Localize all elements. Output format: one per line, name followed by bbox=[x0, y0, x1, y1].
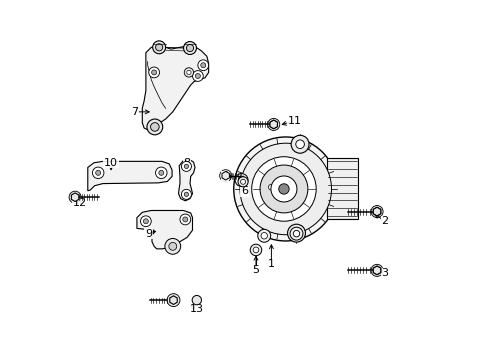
Circle shape bbox=[235, 174, 247, 186]
Circle shape bbox=[168, 242, 176, 250]
Circle shape bbox=[140, 216, 151, 226]
Polygon shape bbox=[142, 45, 208, 130]
Circle shape bbox=[183, 217, 187, 222]
Circle shape bbox=[192, 71, 203, 81]
Polygon shape bbox=[372, 207, 380, 216]
Text: 13: 13 bbox=[190, 304, 204, 314]
Circle shape bbox=[201, 63, 205, 68]
Circle shape bbox=[240, 143, 331, 235]
Circle shape bbox=[152, 41, 165, 54]
Circle shape bbox=[186, 44, 193, 51]
Circle shape bbox=[267, 118, 279, 130]
Circle shape bbox=[148, 67, 159, 78]
Text: 2: 2 bbox=[381, 216, 388, 226]
Text: 11: 11 bbox=[287, 116, 301, 126]
Circle shape bbox=[250, 244, 261, 256]
Text: 5: 5 bbox=[252, 265, 259, 275]
Circle shape bbox=[147, 119, 163, 135]
Circle shape bbox=[155, 44, 163, 51]
Circle shape bbox=[257, 229, 270, 242]
Circle shape bbox=[192, 296, 201, 305]
Circle shape bbox=[287, 224, 305, 242]
Circle shape bbox=[181, 189, 191, 199]
Circle shape bbox=[261, 233, 267, 239]
Circle shape bbox=[268, 184, 274, 190]
Circle shape bbox=[278, 184, 288, 194]
Polygon shape bbox=[71, 193, 79, 202]
Circle shape bbox=[292, 229, 300, 238]
Circle shape bbox=[198, 60, 208, 71]
Polygon shape bbox=[269, 120, 277, 129]
Polygon shape bbox=[137, 211, 192, 249]
Text: 8: 8 bbox=[183, 158, 190, 168]
Circle shape bbox=[164, 238, 180, 254]
Circle shape bbox=[184, 192, 188, 197]
Circle shape bbox=[159, 170, 163, 175]
Circle shape bbox=[219, 170, 231, 182]
Circle shape bbox=[270, 176, 296, 202]
Circle shape bbox=[150, 123, 159, 131]
Circle shape bbox=[195, 73, 200, 78]
Circle shape bbox=[240, 179, 245, 184]
Circle shape bbox=[180, 214, 190, 225]
Circle shape bbox=[151, 70, 156, 75]
Circle shape bbox=[184, 68, 193, 77]
Polygon shape bbox=[372, 207, 380, 216]
Polygon shape bbox=[269, 120, 277, 129]
Circle shape bbox=[251, 157, 316, 221]
Polygon shape bbox=[178, 159, 195, 201]
Text: 7: 7 bbox=[131, 107, 139, 117]
Circle shape bbox=[289, 227, 303, 240]
Circle shape bbox=[183, 41, 196, 54]
Polygon shape bbox=[372, 266, 380, 275]
Text: 9: 9 bbox=[144, 229, 152, 239]
Text: 3: 3 bbox=[381, 268, 388, 278]
Text: 4: 4 bbox=[221, 171, 228, 181]
Bar bbox=[326, 158, 357, 220]
Text: 12: 12 bbox=[72, 198, 86, 208]
Polygon shape bbox=[88, 161, 172, 191]
Polygon shape bbox=[372, 266, 380, 275]
Circle shape bbox=[186, 70, 191, 75]
Circle shape bbox=[181, 161, 191, 171]
Text: 10: 10 bbox=[104, 158, 118, 168]
Circle shape bbox=[167, 294, 180, 307]
Circle shape bbox=[96, 170, 101, 175]
Polygon shape bbox=[222, 171, 229, 180]
Circle shape bbox=[253, 247, 258, 253]
Circle shape bbox=[155, 167, 167, 179]
Circle shape bbox=[238, 177, 244, 183]
Circle shape bbox=[69, 191, 81, 203]
Circle shape bbox=[233, 137, 337, 241]
Circle shape bbox=[260, 165, 307, 213]
Circle shape bbox=[370, 206, 382, 217]
Circle shape bbox=[370, 264, 382, 276]
Circle shape bbox=[238, 177, 247, 187]
Text: 6: 6 bbox=[241, 186, 247, 197]
Circle shape bbox=[184, 164, 188, 168]
Text: 1: 1 bbox=[267, 259, 274, 269]
Circle shape bbox=[290, 135, 308, 153]
Circle shape bbox=[293, 230, 299, 237]
Polygon shape bbox=[169, 296, 177, 305]
Circle shape bbox=[295, 140, 304, 149]
Circle shape bbox=[143, 219, 148, 224]
Circle shape bbox=[92, 167, 104, 179]
Circle shape bbox=[265, 181, 277, 193]
